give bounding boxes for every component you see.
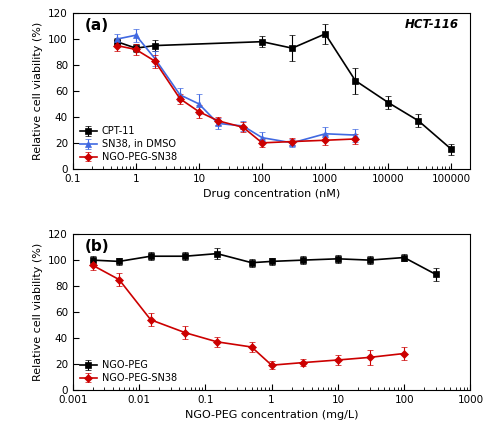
X-axis label: NGO-PEG concentration (mg/L): NGO-PEG concentration (mg/L) (184, 410, 358, 420)
Legend: NGO-PEG, NGO-PEG-SN38: NGO-PEG, NGO-PEG-SN38 (77, 358, 179, 385)
Y-axis label: Relative cell viability (%): Relative cell viability (%) (32, 243, 43, 381)
Text: (a): (a) (85, 18, 108, 33)
Text: HCT-116: HCT-116 (404, 18, 457, 31)
Legend: CPT-11, SN38, in DMSO, NGO-PEG-SN38: CPT-11, SN38, in DMSO, NGO-PEG-SN38 (77, 124, 179, 164)
Y-axis label: Relative cell viability (%): Relative cell viability (%) (32, 22, 43, 160)
X-axis label: Drug concentration (nM): Drug concentration (nM) (203, 189, 339, 199)
Text: (b): (b) (85, 239, 109, 254)
